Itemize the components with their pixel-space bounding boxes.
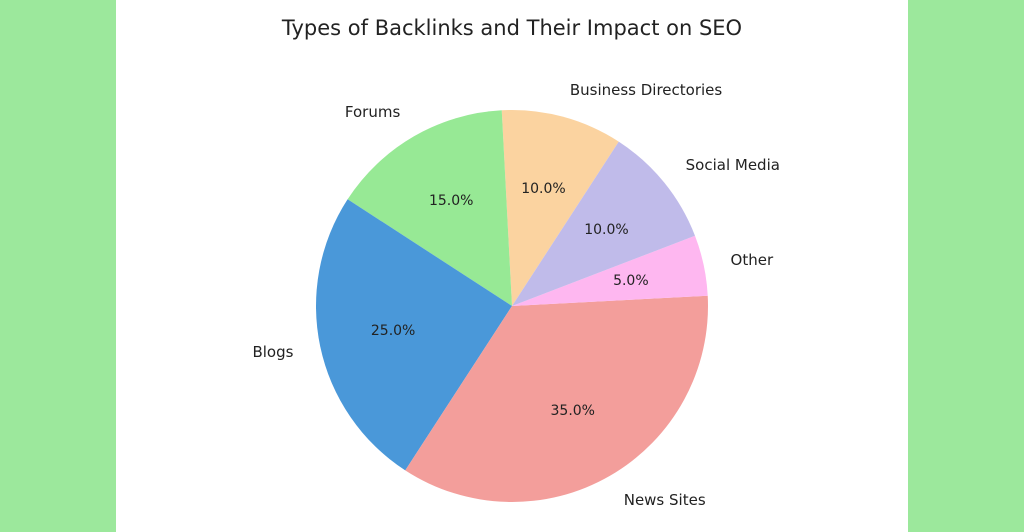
pie-slice-label: News Sites — [624, 491, 706, 509]
chart-panel: Types of Backlinks and Their Impact on S… — [116, 0, 908, 532]
pie-slice-label: Blogs — [252, 343, 293, 361]
pie-slice-label: Business Directories — [570, 81, 722, 99]
pie-pct-label: 10.0% — [584, 222, 628, 238]
pie-pct-label: 15.0% — [429, 193, 473, 209]
pie-slice-label: Social Media — [686, 156, 780, 174]
pie-slice-label: Forums — [345, 103, 400, 121]
pie-pct-label: 35.0% — [551, 403, 595, 419]
pie-slice-label: Other — [731, 251, 774, 269]
pie-pct-label: 25.0% — [371, 323, 415, 339]
pie-pct-label: 5.0% — [613, 273, 649, 289]
pie-chart: 10.0% Business Directories 15.0% Forums 25.0… — [116, 0, 908, 532]
pie-pct-label: 10.0% — [521, 181, 565, 197]
